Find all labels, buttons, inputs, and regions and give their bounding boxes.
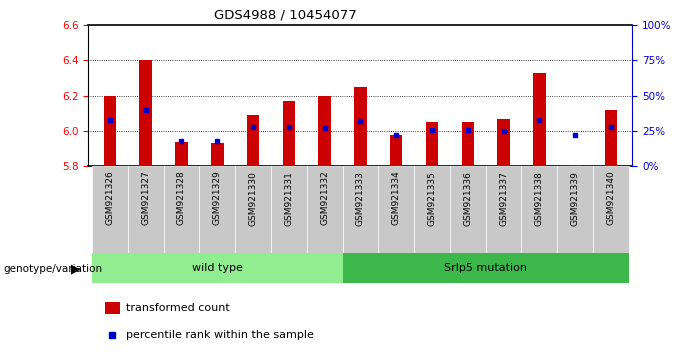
Bar xyxy=(307,166,343,253)
Bar xyxy=(593,166,629,253)
Bar xyxy=(139,60,152,166)
Text: Srlp5 mutation: Srlp5 mutation xyxy=(444,263,527,273)
Text: GSM921330: GSM921330 xyxy=(248,171,258,225)
Bar xyxy=(235,166,271,253)
Text: GSM921339: GSM921339 xyxy=(571,171,579,225)
Text: GSM921333: GSM921333 xyxy=(356,171,365,225)
Text: GSM921340: GSM921340 xyxy=(607,171,615,225)
Text: transformed count: transformed count xyxy=(126,303,231,313)
Text: GSM921326: GSM921326 xyxy=(105,171,114,225)
Text: GSM921332: GSM921332 xyxy=(320,171,329,225)
Bar xyxy=(390,135,403,166)
Bar xyxy=(557,166,593,253)
Text: GSM921335: GSM921335 xyxy=(428,171,437,225)
Bar xyxy=(318,96,331,166)
Bar xyxy=(426,122,438,166)
Bar xyxy=(103,96,116,166)
Bar xyxy=(92,166,128,253)
Bar xyxy=(164,166,199,253)
Text: GDS4988 / 10454077: GDS4988 / 10454077 xyxy=(214,9,357,22)
Text: percentile rank within the sample: percentile rank within the sample xyxy=(126,330,314,340)
Bar xyxy=(462,122,474,166)
Text: GSM921331: GSM921331 xyxy=(284,171,293,225)
Text: GSM921334: GSM921334 xyxy=(392,171,401,225)
Text: ▶: ▶ xyxy=(71,263,80,275)
Bar xyxy=(199,166,235,253)
Bar xyxy=(343,253,629,283)
Bar xyxy=(283,101,295,166)
Bar xyxy=(128,166,164,253)
Bar xyxy=(92,253,343,283)
Text: GSM921328: GSM921328 xyxy=(177,171,186,225)
Bar xyxy=(569,165,581,166)
Text: genotype/variation: genotype/variation xyxy=(3,264,103,274)
Bar xyxy=(378,166,414,253)
Bar xyxy=(105,302,120,314)
Text: GSM921337: GSM921337 xyxy=(499,171,508,225)
Text: GSM921329: GSM921329 xyxy=(213,171,222,225)
Bar xyxy=(414,166,450,253)
Text: GSM921336: GSM921336 xyxy=(463,171,473,225)
Bar xyxy=(211,143,224,166)
Text: GSM921327: GSM921327 xyxy=(141,171,150,225)
Bar xyxy=(522,166,557,253)
Bar xyxy=(271,166,307,253)
Bar xyxy=(486,166,522,253)
Bar xyxy=(354,87,367,166)
Text: wild type: wild type xyxy=(192,263,243,273)
Bar xyxy=(247,115,259,166)
Text: GSM921338: GSM921338 xyxy=(535,171,544,225)
Bar xyxy=(605,110,617,166)
Bar xyxy=(175,142,188,166)
Bar xyxy=(450,166,486,253)
Bar xyxy=(497,119,510,166)
Bar xyxy=(343,166,378,253)
Bar xyxy=(533,73,545,166)
